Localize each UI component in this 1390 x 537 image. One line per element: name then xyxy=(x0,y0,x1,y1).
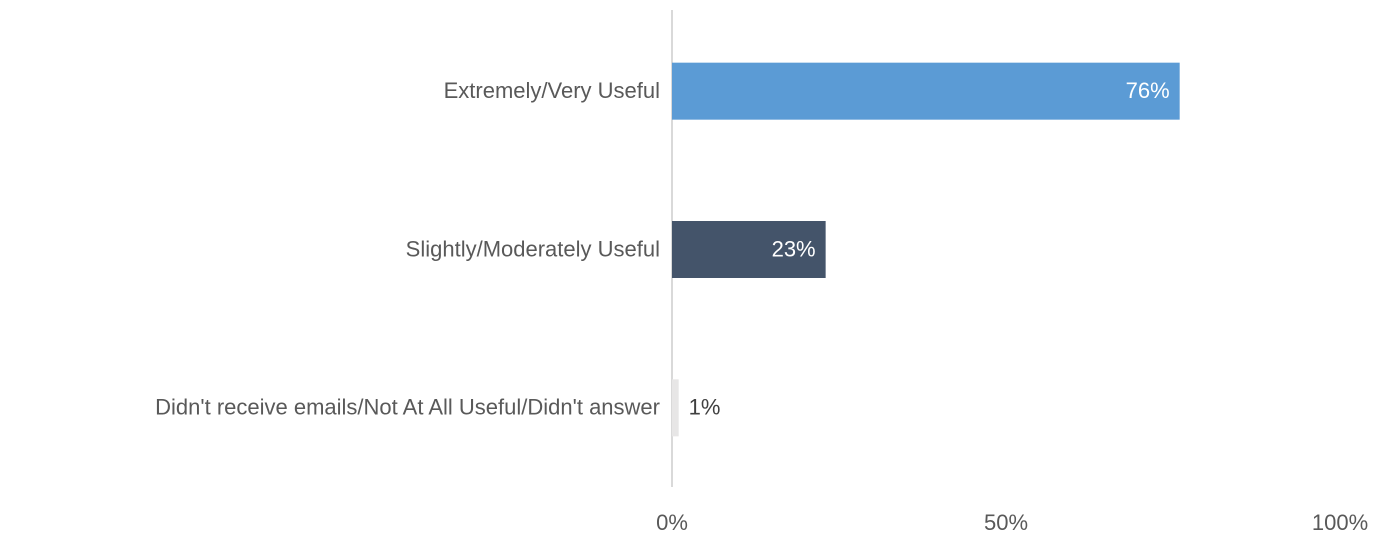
bar xyxy=(672,221,826,278)
value-label: 23% xyxy=(772,236,816,261)
y-tick-label: Didn't receive emails/Not At All Useful/… xyxy=(155,395,660,420)
y-tick-label: Extremely/Very Useful xyxy=(444,78,660,103)
x-tick-label: 50% xyxy=(984,510,1028,535)
x-tick-label: 100% xyxy=(1312,510,1368,535)
value-label: 1% xyxy=(689,395,721,420)
x-tick-label: 0% xyxy=(656,510,688,535)
bar xyxy=(672,379,679,437)
y-tick-label: Slightly/Moderately Useful xyxy=(406,236,660,261)
bar xyxy=(672,62,1180,120)
value-label: 76% xyxy=(1126,78,1170,103)
